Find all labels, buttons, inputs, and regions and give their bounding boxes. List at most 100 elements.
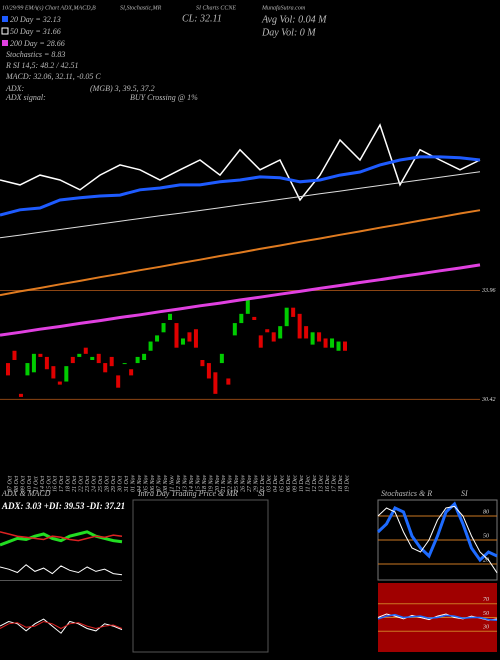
x-tick-label: 27 Nov — [247, 474, 253, 492]
x-tick-label: 10 Dec — [299, 475, 305, 492]
adx-signal: BUY Crossing @ 1% — [130, 93, 198, 102]
y-tick-label: 30.42 — [481, 396, 496, 403]
candle-body — [343, 341, 347, 351]
candle-body — [129, 369, 134, 376]
legend-swatch — [1, 27, 9, 35]
x-tick-label: 15 Nov — [195, 474, 201, 492]
candle-body — [148, 341, 153, 351]
candle-body — [90, 356, 95, 360]
panel-subtitle: ADX: 3.03 +DI: 39.53 -DI: 37.21 — [1, 501, 125, 511]
candle-body — [310, 332, 315, 345]
y-tick-label: 80 — [483, 509, 489, 515]
y-tick-label: 30 — [482, 625, 489, 631]
candle-body — [245, 298, 250, 314]
candle-body — [200, 360, 205, 367]
candle-body — [6, 363, 10, 376]
candle-body — [187, 332, 192, 342]
series-line — [0, 209, 481, 297]
x-tick-label: 09 Dec — [293, 475, 299, 492]
stat: 50 Day = 31.66 — [10, 27, 61, 36]
candle-body — [278, 326, 283, 339]
x-tick-label: 01 Nov — [131, 474, 137, 492]
panel-title: Intra Day Trading Price & MR — [137, 489, 238, 498]
candle-body — [77, 353, 82, 357]
x-tick-label: 05 Nov — [143, 474, 149, 492]
candle-body — [31, 353, 36, 373]
x-tick-label: 12 Dec — [312, 475, 318, 492]
candle-body — [206, 363, 211, 379]
stat: 20 Day = 32.13 — [10, 15, 61, 24]
candle-body — [18, 393, 23, 397]
candle-body — [226, 378, 231, 385]
x-tick-label: 04 Dec — [272, 475, 279, 492]
panel-title: SI — [461, 489, 468, 498]
series-line — [0, 531, 123, 542]
adx-label: ADX: — [5, 84, 25, 93]
x-tick-label: 29 Nov — [254, 474, 260, 492]
candle-body — [122, 363, 127, 365]
candle-body — [219, 353, 224, 364]
x-tick-label: 10 Oct — [27, 476, 33, 492]
x-tick-label: 08 Oct — [14, 476, 20, 492]
panel-title: SI — [258, 489, 265, 498]
x-tick-label: 19 Dec — [344, 475, 350, 492]
candle-body — [70, 356, 75, 364]
x-tick-label: 21 Nov — [221, 474, 227, 492]
x-tick-label: 25 Oct — [98, 476, 104, 492]
candle-body — [25, 363, 30, 376]
candle-body — [103, 363, 108, 373]
candle-body — [109, 356, 114, 367]
x-tick-label: 28 Oct — [105, 476, 111, 492]
x-tick-label: 11 Dec — [305, 475, 311, 492]
day-volume: Day Vol: 0 M — [261, 27, 316, 38]
x-tick-label: 19 Nov — [208, 474, 214, 492]
candle-body — [116, 375, 121, 388]
x-tick-label: 16 Dec — [325, 475, 331, 492]
candle-body — [174, 323, 179, 348]
series-line — [377, 613, 498, 622]
x-tick-label: 18 Oct — [66, 476, 72, 492]
candle-body — [239, 313, 244, 324]
series-line — [0, 155, 481, 217]
stat: Stochastics = 8.83 — [6, 50, 65, 59]
candle-body — [64, 366, 69, 382]
candle-body — [168, 313, 173, 320]
candle-body — [317, 332, 322, 342]
legend-swatch — [2, 40, 8, 46]
candle-body — [96, 353, 101, 364]
stat: 200 Day = 28.66 — [10, 39, 65, 48]
x-tick-label: 31 Oct — [124, 476, 130, 493]
candle-body — [252, 316, 257, 320]
panel-title: Stochastics & R — [381, 489, 432, 498]
series-line — [377, 505, 498, 574]
x-tick-label: 18 Dec — [338, 475, 344, 492]
close-price: CL: 32.11 — [182, 13, 222, 24]
intraday-panel — [132, 499, 269, 653]
candle-body — [271, 332, 276, 342]
candle-body — [38, 353, 43, 357]
x-tick-label: 15 Oct — [46, 476, 52, 492]
candle-body — [232, 323, 237, 336]
header-title: SI Charts CCNE — [196, 5, 236, 11]
legend-swatch — [2, 16, 8, 22]
series-line — [0, 263, 481, 337]
x-tick-label: 11 Nov — [169, 475, 175, 492]
candle-body — [83, 347, 88, 354]
y-tick-label: 50 — [483, 533, 489, 539]
x-tick-label: 06 Nov — [150, 474, 156, 492]
series-line — [0, 123, 481, 202]
x-tick-label: 07 Oct — [7, 476, 13, 492]
x-tick-label: 22 Oct — [79, 476, 85, 492]
x-tick-label: 09 Oct — [20, 476, 26, 492]
candle-body — [155, 335, 160, 342]
candle-body — [304, 326, 309, 339]
candle-body — [51, 366, 56, 379]
x-tick-label: 16 Oct — [53, 476, 59, 492]
candle-body — [12, 350, 17, 360]
candle-body — [213, 372, 218, 394]
x-tick-label: 21 Oct — [72, 476, 78, 492]
candle-body — [193, 329, 198, 348]
candle-body — [291, 307, 296, 317]
